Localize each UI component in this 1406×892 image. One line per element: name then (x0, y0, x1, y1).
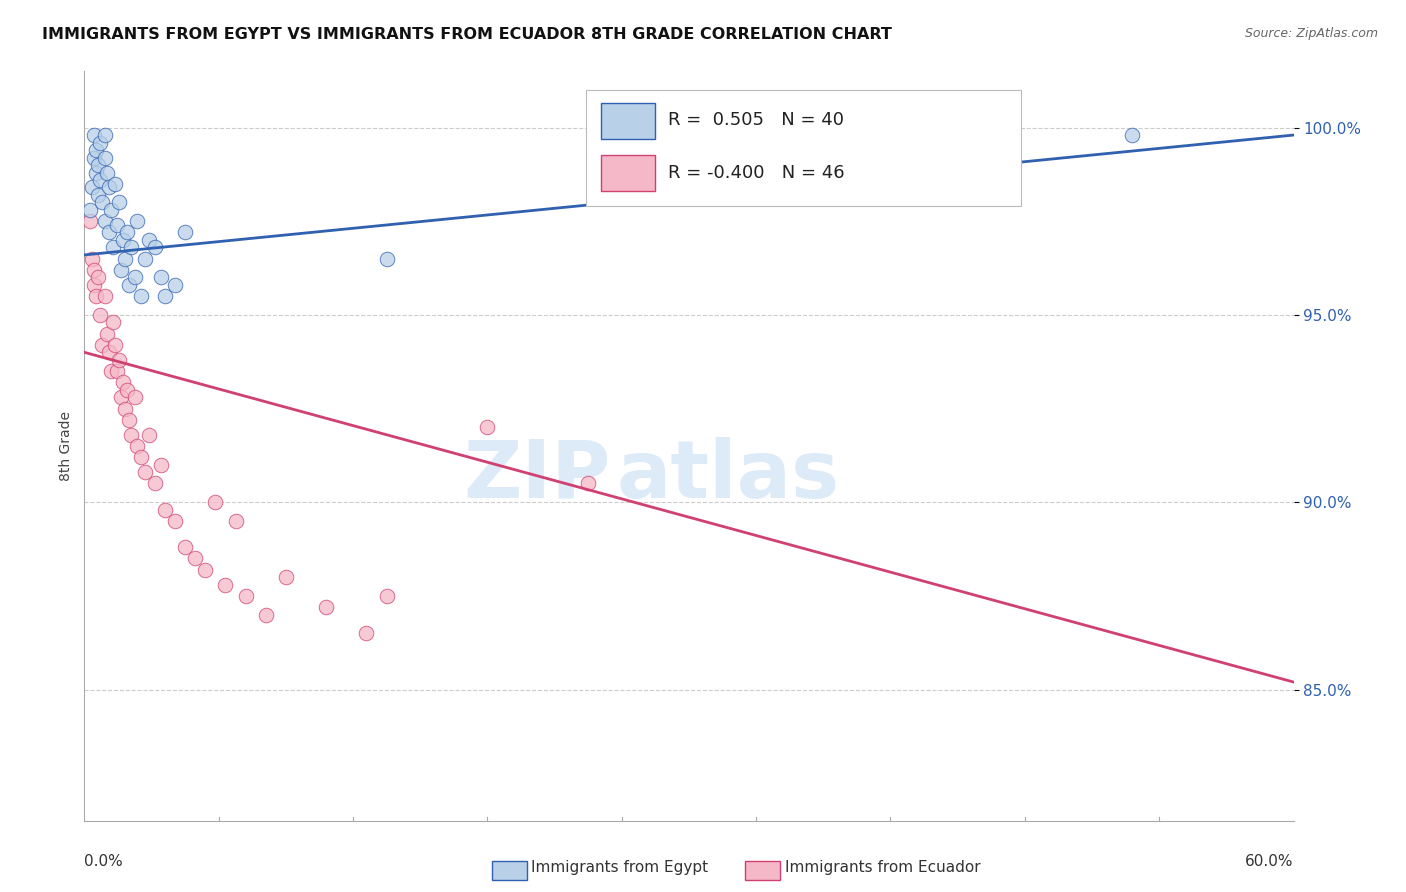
Text: IMMIGRANTS FROM EGYPT VS IMMIGRANTS FROM ECUADOR 8TH GRADE CORRELATION CHART: IMMIGRANTS FROM EGYPT VS IMMIGRANTS FROM… (42, 27, 891, 42)
Point (87, 158, 110, 172)
Point (89, 173, 111, 187)
Text: ZIP: ZIP (463, 437, 610, 515)
Point (101, 240, 124, 254)
Point (93, 289, 115, 303)
Point (91, 338, 114, 352)
Point (100, 364, 122, 378)
Point (101, 315, 124, 329)
Point (100, 202, 122, 217)
Point (83, 128, 105, 142)
Point (477, 420, 499, 434)
Point (149, 270, 172, 285)
Point (96, 326, 118, 341)
Point (125, 214, 148, 228)
Point (153, 289, 176, 303)
Point (153, 502, 176, 516)
Point (97, 180, 120, 194)
Point (107, 195, 129, 210)
Point (114, 401, 136, 416)
Point (120, 240, 142, 254)
Point (165, 514, 187, 528)
Text: Immigrants from Ecuador: Immigrants from Ecuador (785, 861, 980, 875)
Point (86, 143, 108, 157)
Text: 0.0%: 0.0% (84, 855, 124, 870)
Text: Immigrants from Egypt: Immigrants from Egypt (531, 861, 709, 875)
Point (93, 128, 115, 142)
FancyBboxPatch shape (586, 90, 1022, 206)
Point (254, 607, 277, 622)
Text: 60.0%: 60.0% (1246, 855, 1294, 870)
Point (576, 476, 599, 491)
Point (118, 277, 141, 292)
Text: Source: ZipAtlas.com: Source: ZipAtlas.com (1244, 27, 1378, 40)
Y-axis label: 8th Grade: 8th Grade (59, 411, 73, 481)
Point (107, 352, 129, 367)
Point (134, 252, 156, 266)
Point (89, 308, 111, 322)
Point (375, 589, 398, 603)
Point (138, 233, 160, 247)
Point (104, 177, 127, 191)
Point (114, 252, 136, 266)
Point (97, 345, 120, 359)
Point (110, 263, 132, 277)
FancyBboxPatch shape (600, 155, 655, 191)
Point (125, 439, 148, 453)
Point (105, 218, 128, 232)
Point (184, 551, 207, 566)
Point (124, 270, 146, 285)
Point (115, 383, 138, 397)
Point (143, 476, 166, 491)
Point (174, 540, 197, 554)
Point (96, 165, 118, 179)
Point (83, 151, 105, 165)
Point (194, 563, 217, 577)
Point (82, 180, 104, 194)
Point (93, 214, 115, 228)
Point (83, 277, 105, 292)
Point (214, 577, 236, 591)
Point (235, 589, 257, 603)
Point (165, 277, 187, 292)
Point (129, 289, 152, 303)
Point (118, 413, 141, 427)
Point (120, 427, 142, 442)
Point (149, 458, 172, 472)
Point (110, 390, 132, 404)
Point (225, 514, 247, 528)
Point (124, 390, 146, 404)
Point (143, 240, 166, 254)
Point (1121, 128, 1143, 142)
Point (89, 136, 111, 150)
Point (87, 270, 110, 285)
Point (356, 626, 378, 640)
Point (204, 495, 226, 509)
Text: R = -0.400   N = 46: R = -0.400 N = 46 (668, 163, 845, 181)
Point (83, 263, 105, 277)
Point (86, 289, 108, 303)
Point (86, 165, 108, 179)
Point (105, 364, 128, 378)
Point (111, 376, 134, 390)
Point (274, 570, 297, 584)
Point (375, 252, 398, 266)
Point (111, 233, 134, 247)
Text: atlas: atlas (616, 437, 839, 515)
Point (97, 226, 120, 240)
Text: R =  0.505   N = 40: R = 0.505 N = 40 (668, 112, 845, 129)
Point (91, 195, 114, 210)
Point (174, 226, 197, 240)
Point (93, 151, 115, 165)
Point (82, 252, 104, 266)
Point (315, 600, 337, 615)
Point (79, 214, 101, 228)
Point (115, 226, 138, 240)
Point (104, 338, 127, 352)
FancyBboxPatch shape (600, 103, 655, 139)
Point (138, 427, 160, 442)
Point (87, 188, 110, 202)
Point (129, 450, 152, 465)
Point (134, 465, 156, 479)
Point (79, 202, 101, 217)
